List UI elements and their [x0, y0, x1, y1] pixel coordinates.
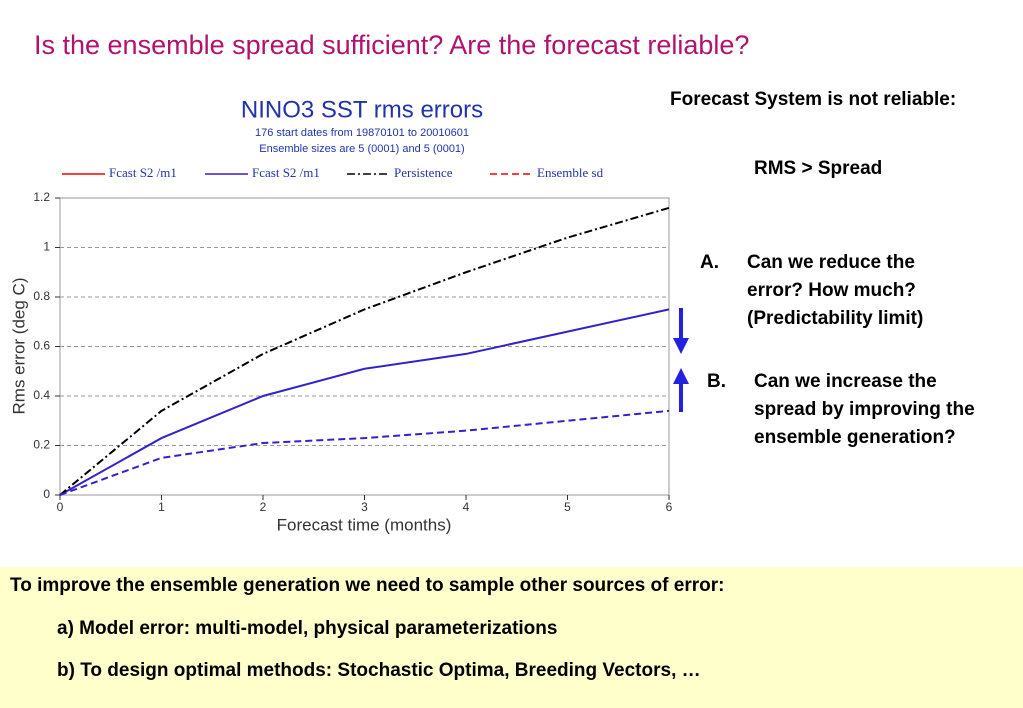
x-axis-label: Forecast time (months) — [277, 515, 452, 534]
item-text: Can we increase the spread by improving … — [754, 371, 975, 448]
y-axis-label: Rms error (deg C) — [9, 278, 28, 415]
y-tick-label: 0.2 — [33, 438, 50, 452]
y-tick-label: 0.4 — [33, 388, 50, 402]
note-heading: Forecast System is not reliable: — [670, 89, 957, 110]
footer-line: To improve the ensemble generation we ne… — [10, 575, 725, 596]
x-tick-label: 5 — [564, 500, 571, 514]
legend-label: Fcast S2 /m1 — [109, 165, 177, 180]
x-tick-label: 3 — [361, 500, 368, 514]
arrow — [673, 338, 689, 354]
y-tick-label: 0.6 — [33, 339, 50, 353]
footer-box: To improve the ensemble generation we ne… — [0, 567, 1023, 708]
item-text: Can we reduce the error? How much? (Pred… — [747, 252, 924, 329]
y-tick-label: 0.8 — [33, 289, 50, 303]
series-line — [59, 308, 670, 496]
x-tick-label: 2 — [260, 500, 267, 514]
item-marker: B. — [707, 371, 726, 392]
y-tick-label: 0 — [43, 487, 50, 501]
x-tick-label: 1 — [158, 500, 165, 514]
x-tick-label: 0 — [57, 500, 64, 514]
x-tick-label: 6 — [666, 500, 673, 514]
chart-subtitle: Ensemble sizes are 5 (0001) and 5 (0001) — [259, 143, 464, 155]
slide-title: Is the ensemble spread sufficient? Are t… — [34, 30, 750, 60]
x-tick-label: 4 — [463, 500, 470, 514]
legend-label: Fcast S2 /m1 — [252, 165, 320, 180]
y-tick-label: 1 — [43, 240, 50, 254]
footer-line: a) Model error: multi-model, physical pa… — [57, 618, 558, 639]
item-marker: A. — [700, 252, 719, 273]
y-tick-label: 1.2 — [33, 190, 50, 204]
arrow — [673, 368, 689, 384]
series-line — [59, 409, 670, 496]
chart: NINO3 SST rms errors 176 start dates fro… — [9, 96, 689, 534]
series-line — [59, 206, 670, 496]
note-rule: RMS > Spread — [754, 158, 883, 179]
chart-subtitle: 176 start dates from 19870101 to 2001060… — [255, 127, 469, 139]
footer-line: b) To design optimal methods: Stochastic… — [57, 660, 701, 681]
chart-title: NINO3 SST rms errors — [241, 96, 483, 123]
legend-label: Persistence — [394, 165, 453, 180]
legend-label: Ensemble sd — [537, 165, 604, 180]
